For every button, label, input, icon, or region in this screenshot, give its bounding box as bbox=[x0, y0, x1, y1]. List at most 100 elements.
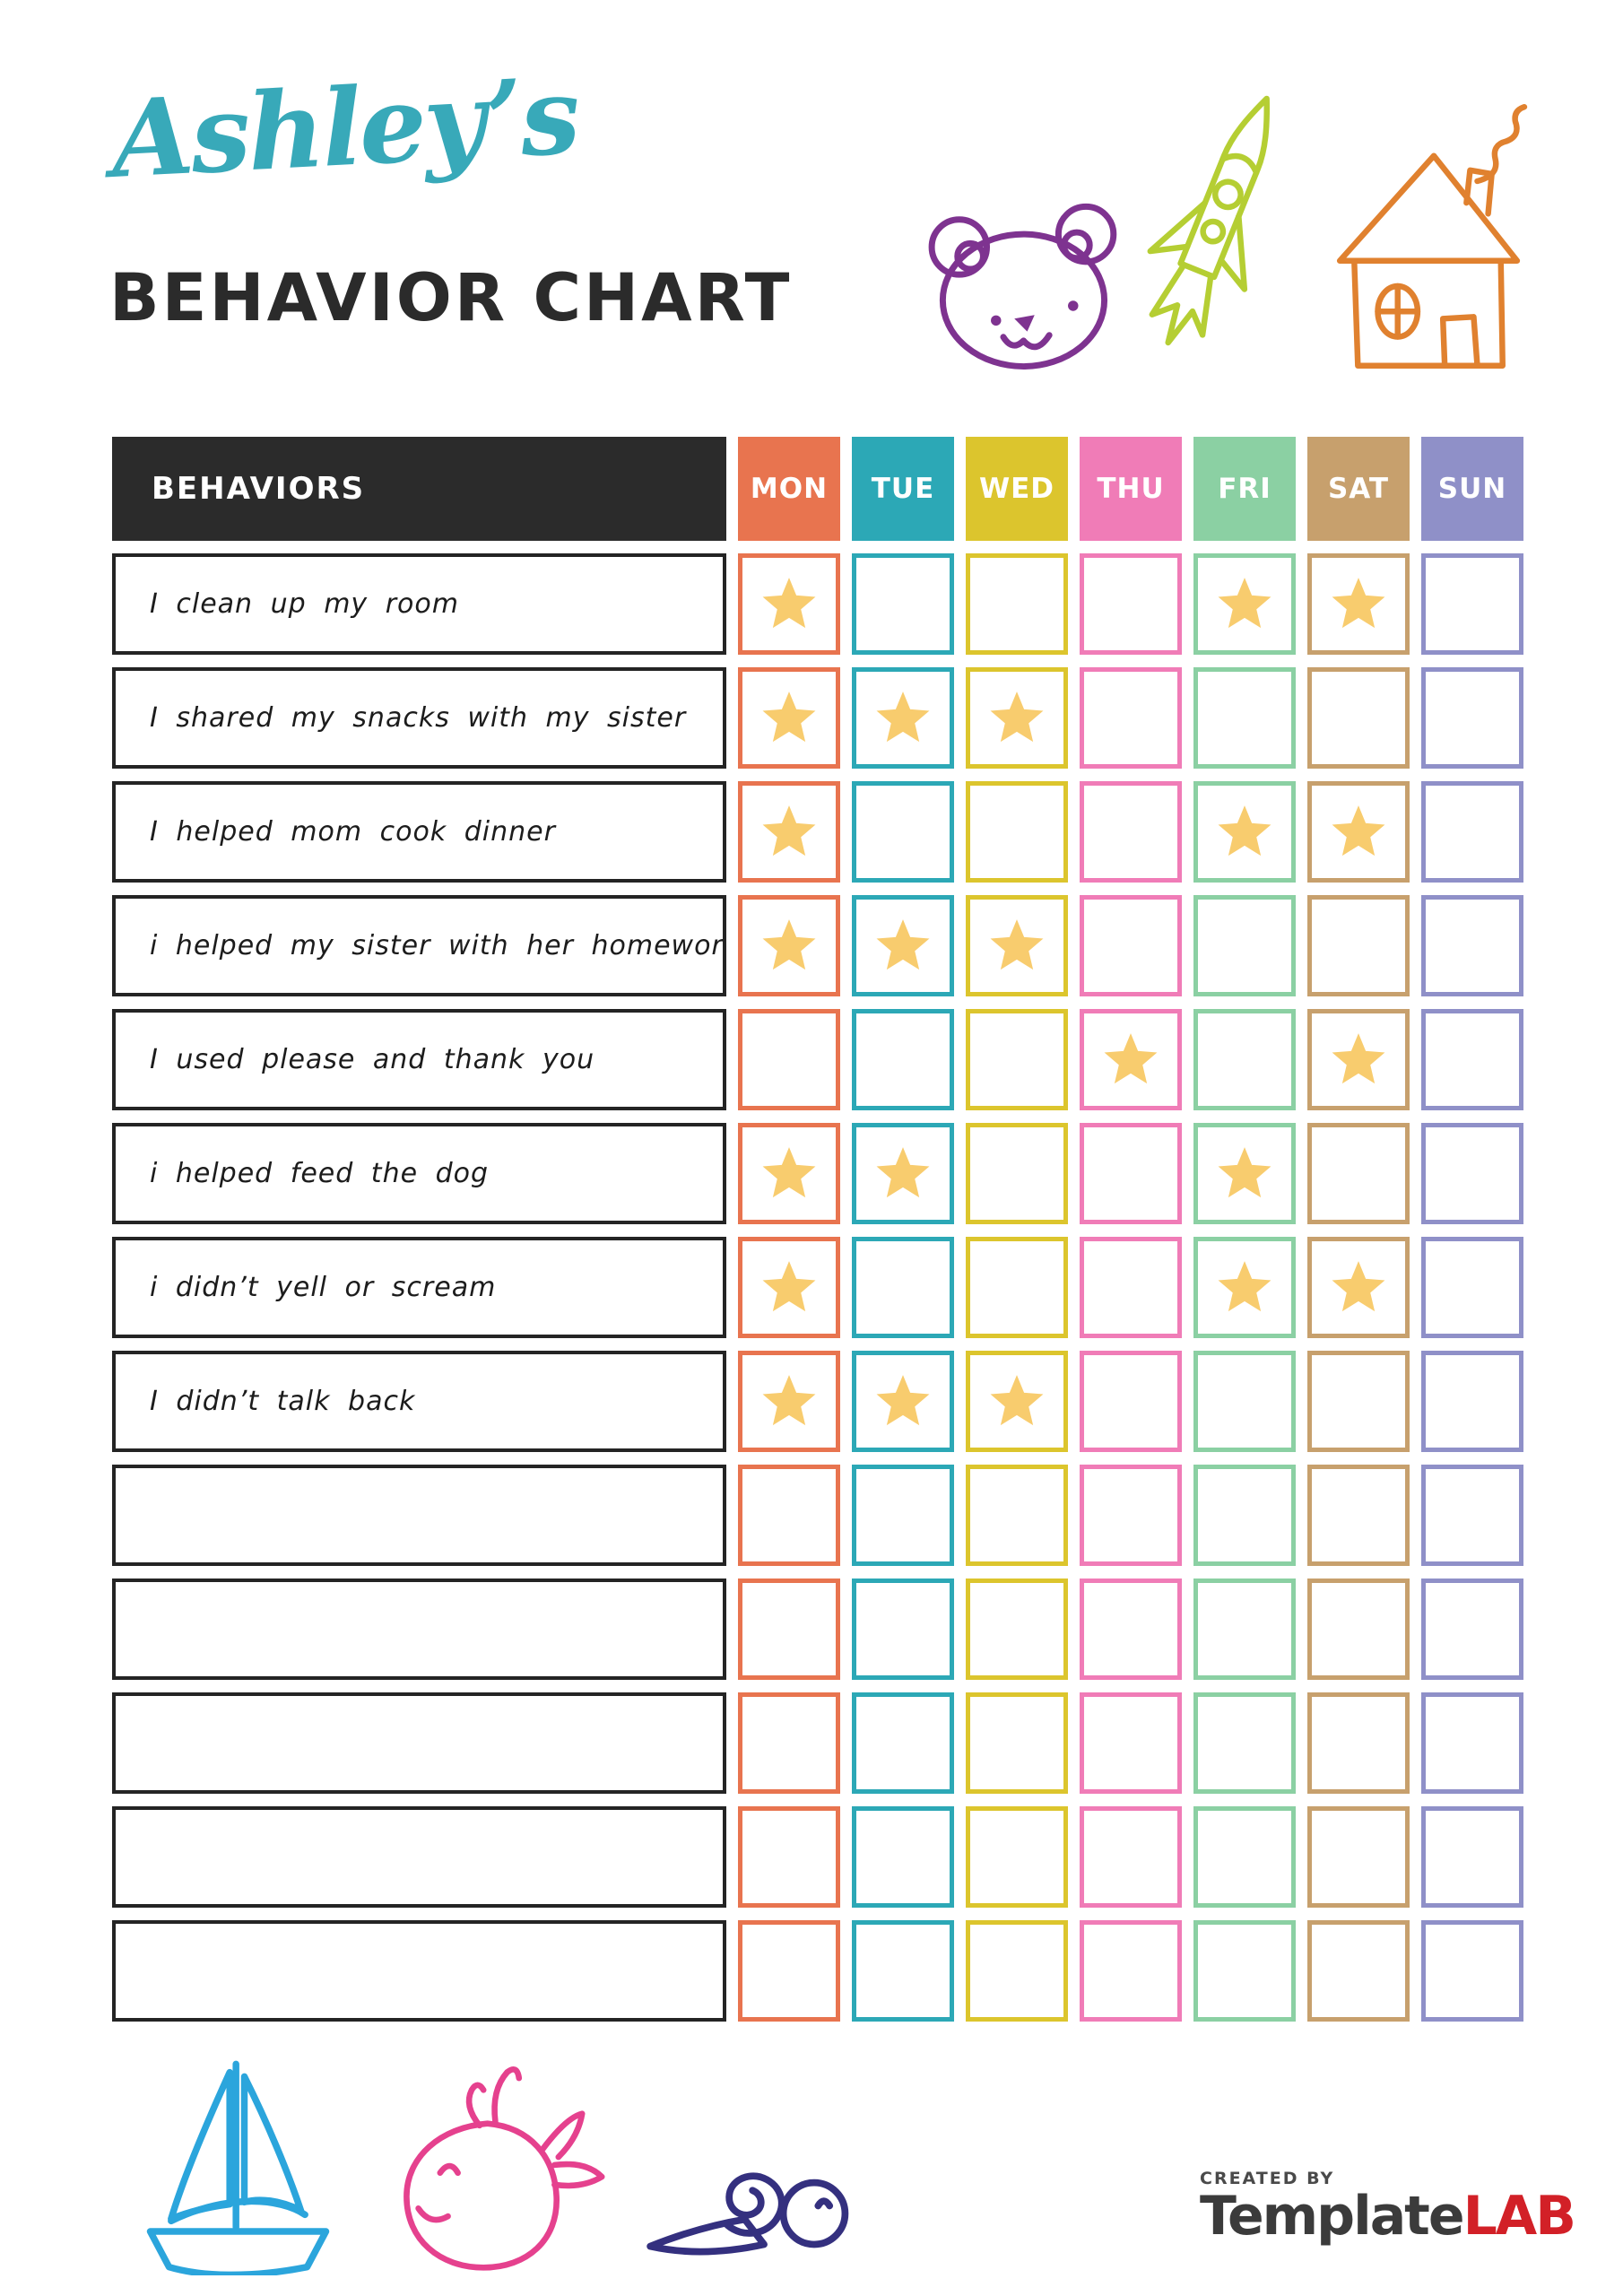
day-cell-fri bbox=[1193, 1806, 1296, 1908]
day-cell-fri bbox=[1193, 1920, 1296, 2022]
rocket-icon bbox=[1147, 95, 1270, 346]
day-cell-thu bbox=[1080, 895, 1182, 996]
day-cell-wed bbox=[966, 1237, 1068, 1338]
day-cell-sun bbox=[1421, 1465, 1523, 1566]
behavior-label: i helped my sister with her homework bbox=[112, 895, 726, 996]
day-cell-tue bbox=[852, 1123, 954, 1224]
day-cell-sat bbox=[1307, 895, 1410, 996]
star-icon bbox=[990, 691, 1044, 742]
day-cell-thu bbox=[1080, 1692, 1182, 1794]
day-cell-tue bbox=[852, 1237, 954, 1338]
star-icon bbox=[762, 804, 816, 856]
behavior-label bbox=[112, 1578, 726, 1680]
day-cell-wed bbox=[966, 1465, 1068, 1566]
day-cell-thu bbox=[1080, 1237, 1182, 1338]
day-cell-wed bbox=[966, 1351, 1068, 1452]
day-cell-sun bbox=[1421, 1578, 1523, 1680]
behavior-label: I used please and thank you bbox=[112, 1009, 726, 1110]
day-cell-tue bbox=[852, 1465, 954, 1566]
day-cell-sun bbox=[1421, 1237, 1523, 1338]
sailboat-icon bbox=[146, 2060, 330, 2275]
day-cell-sat bbox=[1307, 1578, 1410, 1680]
day-cell-tue bbox=[852, 781, 954, 883]
star-icon bbox=[1218, 804, 1271, 856]
day-cell-tue bbox=[852, 1920, 954, 2022]
day-cell-thu bbox=[1080, 1351, 1182, 1452]
day-cell-fri bbox=[1193, 895, 1296, 996]
day-cell-sun bbox=[1421, 1009, 1523, 1110]
star-icon bbox=[1104, 1032, 1158, 1083]
day-cell-tue bbox=[852, 1009, 954, 1110]
star-icon bbox=[1218, 577, 1271, 628]
day-cell-tue bbox=[852, 895, 954, 996]
day-cell-wed bbox=[966, 1692, 1068, 1794]
day-cell-fri bbox=[1193, 1578, 1296, 1680]
day-cell-wed bbox=[966, 553, 1068, 655]
day-cell-tue bbox=[852, 667, 954, 769]
day-cell-sun bbox=[1421, 553, 1523, 655]
day-cell-sat bbox=[1307, 1009, 1410, 1110]
behavior-label: I shared my snacks with my sister bbox=[112, 667, 726, 769]
day-cell-fri bbox=[1193, 1009, 1296, 1110]
house-icon bbox=[1336, 103, 1528, 369]
day-cell-wed bbox=[966, 667, 1068, 769]
star-icon bbox=[876, 1146, 930, 1197]
day-cell-thu bbox=[1080, 1009, 1182, 1110]
day-cell-thu bbox=[1080, 1578, 1182, 1680]
day-cell-sun bbox=[1421, 895, 1523, 996]
behavior-label bbox=[112, 1692, 726, 1794]
day-cell-thu bbox=[1080, 1920, 1182, 2022]
day-cell-thu bbox=[1080, 1806, 1182, 1908]
day-cell-sat bbox=[1307, 781, 1410, 883]
day-cell-fri bbox=[1193, 1351, 1296, 1452]
behaviors-header: BEHAVIORS bbox=[112, 437, 726, 541]
day-cell-mon bbox=[738, 1692, 840, 1794]
created-by-label: CREATED BY bbox=[1200, 2169, 1335, 2188]
day-cell-mon bbox=[738, 553, 840, 655]
day-cell-wed bbox=[966, 1578, 1068, 1680]
day-cell-mon bbox=[738, 1123, 840, 1224]
day-cell-sat bbox=[1307, 1123, 1410, 1224]
day-cell-mon bbox=[738, 1465, 840, 1566]
day-cell-tue bbox=[852, 1578, 954, 1680]
day-cell-thu bbox=[1080, 553, 1182, 655]
day-cell-mon bbox=[738, 1920, 840, 2022]
day-cell-fri bbox=[1193, 781, 1296, 883]
day-cell-mon bbox=[738, 1237, 840, 1338]
star-icon bbox=[876, 918, 930, 970]
day-header-sun: SUN bbox=[1421, 437, 1523, 541]
behavior-label bbox=[112, 1465, 726, 1566]
day-cell-sun bbox=[1421, 781, 1523, 883]
star-icon bbox=[1218, 1146, 1271, 1197]
day-cell-tue bbox=[852, 1351, 954, 1452]
whale-icon bbox=[404, 2066, 605, 2271]
day-cell-thu bbox=[1080, 1123, 1182, 1224]
day-cell-thu bbox=[1080, 667, 1182, 769]
star-icon bbox=[876, 691, 930, 742]
day-cell-sun bbox=[1421, 1806, 1523, 1908]
day-cell-fri bbox=[1193, 1465, 1296, 1566]
day-cell-fri bbox=[1193, 1692, 1296, 1794]
day-cell-sat bbox=[1307, 1920, 1410, 2022]
day-header-sat: SAT bbox=[1307, 437, 1410, 541]
star-icon bbox=[876, 1374, 930, 1425]
day-header-tue: TUE bbox=[852, 437, 954, 541]
star-icon bbox=[762, 1146, 816, 1197]
day-header-mon: MON bbox=[738, 437, 840, 541]
day-cell-mon bbox=[738, 1578, 840, 1680]
star-icon bbox=[990, 1374, 1044, 1425]
day-cell-sat bbox=[1307, 553, 1410, 655]
day-cell-mon bbox=[738, 895, 840, 996]
star-icon bbox=[762, 1374, 816, 1425]
day-cell-fri bbox=[1193, 1123, 1296, 1224]
day-cell-sun bbox=[1421, 1920, 1523, 2022]
star-icon bbox=[1332, 577, 1385, 628]
star-icon bbox=[1218, 1260, 1271, 1311]
day-cell-sat bbox=[1307, 667, 1410, 769]
day-cell-wed bbox=[966, 1009, 1068, 1110]
day-cell-sun bbox=[1421, 1123, 1523, 1224]
page-subtitle: BEHAVIOR CHART bbox=[109, 260, 793, 336]
day-cell-thu bbox=[1080, 1465, 1182, 1566]
day-cell-wed bbox=[966, 895, 1068, 996]
